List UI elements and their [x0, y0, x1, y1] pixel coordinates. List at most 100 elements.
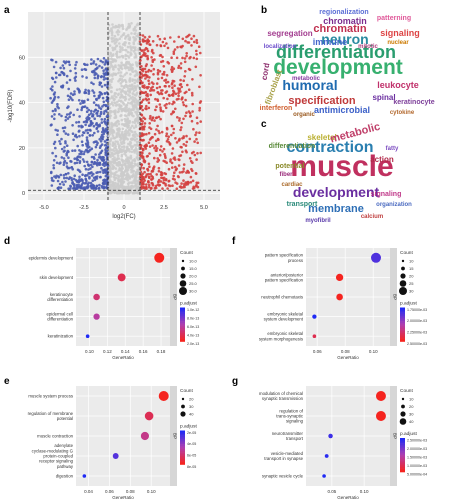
data-point — [129, 157, 132, 160]
data-point — [91, 179, 95, 182]
cloud-word: development — [293, 184, 380, 200]
data-point — [124, 57, 128, 61]
data-point — [189, 181, 193, 184]
data-point — [160, 130, 164, 134]
data-point — [112, 172, 115, 175]
data-point — [94, 63, 98, 66]
data-point — [190, 151, 194, 155]
data-point — [137, 164, 140, 167]
data-point — [174, 92, 178, 96]
data-point — [177, 97, 180, 101]
data-point — [157, 129, 160, 133]
data-point — [195, 38, 198, 42]
data-point — [130, 114, 134, 117]
data-point — [120, 153, 124, 157]
data-point — [73, 134, 77, 138]
data-point — [60, 147, 64, 151]
data-point — [78, 178, 81, 181]
data-point — [50, 115, 54, 118]
legend-title: p.adjust — [400, 301, 417, 307]
data-point — [138, 59, 142, 62]
legend-color-bar — [400, 319, 405, 322]
data-point — [161, 59, 165, 63]
panel-label-f: f — [232, 236, 236, 247]
data-point — [131, 85, 134, 88]
data-point — [155, 43, 159, 47]
data-point — [177, 91, 180, 95]
data-point — [119, 65, 123, 68]
data-point — [77, 120, 81, 124]
legend-label: 2.0e-13 — [187, 342, 199, 346]
dotplot-d: BP epidermis development skin development k… — [29, 248, 199, 360]
data-point — [65, 161, 68, 165]
data-point — [111, 157, 114, 161]
data-point — [109, 173, 113, 176]
data-point — [98, 138, 101, 141]
data-point — [67, 150, 70, 154]
data-point — [124, 129, 128, 132]
data-point — [99, 155, 102, 159]
data-point — [125, 60, 129, 64]
data-point — [195, 41, 199, 44]
data-point — [170, 56, 173, 59]
data-point — [158, 37, 162, 41]
panel-label-b: b — [261, 5, 267, 16]
data-point — [89, 120, 93, 123]
data-point — [83, 105, 86, 109]
data-point — [126, 145, 129, 149]
data-point — [133, 74, 137, 78]
data-point — [119, 138, 122, 142]
data-point — [112, 65, 115, 69]
data-point — [177, 94, 180, 98]
data-point — [170, 133, 173, 137]
data-point — [188, 137, 192, 141]
data-point — [120, 145, 124, 149]
category-label: embryonic skeletal system morphogenesis — [259, 331, 303, 341]
data-point — [121, 80, 124, 83]
data-point — [159, 106, 162, 109]
data-point — [90, 109, 93, 113]
data-point — [86, 184, 90, 188]
data-point — [188, 33, 191, 37]
data-point — [64, 132, 68, 135]
data-point — [133, 130, 137, 134]
data-point — [76, 144, 79, 148]
data-point — [57, 96, 60, 99]
data-point — [127, 22, 131, 26]
cloud-word: spinal — [372, 93, 395, 102]
data-point — [139, 79, 142, 83]
data-point — [97, 96, 100, 100]
data-point — [92, 176, 96, 180]
legend-label: 2.00000e-03 — [407, 447, 427, 451]
panel-label-a: a — [4, 5, 10, 16]
data-point — [173, 156, 176, 159]
legend-color-bar — [180, 449, 185, 452]
data-point — [131, 124, 134, 128]
data-point — [103, 117, 107, 121]
data-point — [128, 119, 131, 123]
data-point — [116, 131, 120, 135]
data-point — [110, 57, 113, 61]
data-point — [153, 186, 157, 190]
data-point — [117, 99, 121, 102]
data-point — [175, 187, 179, 190]
data-point — [163, 152, 166, 156]
data-point — [193, 40, 196, 44]
data-point — [106, 121, 109, 125]
data-point — [135, 183, 138, 186]
data-point — [89, 163, 93, 167]
legend-size-key — [181, 266, 185, 271]
legend-label: 1.00000e-03 — [407, 464, 427, 468]
data-point — [77, 124, 81, 128]
data-point — [162, 70, 166, 74]
data-point — [116, 128, 119, 132]
data-point — [113, 152, 116, 156]
data-point — [176, 175, 180, 178]
data-point — [158, 131, 161, 135]
data-point — [173, 178, 176, 181]
legend-color-bar — [180, 339, 185, 342]
data-point — [185, 35, 188, 39]
data-point — [98, 81, 102, 84]
data-point — [56, 102, 59, 106]
